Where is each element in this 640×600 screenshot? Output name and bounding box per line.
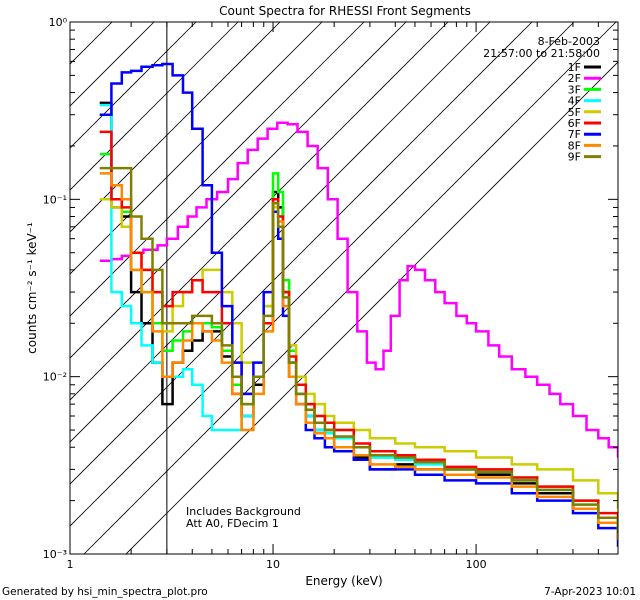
- hatch-line: [70, 22, 575, 527]
- series-line-9F: [99, 166, 618, 534]
- legend-label-6F: 6F: [568, 117, 581, 130]
- x-axis-title: Energy (keV): [305, 574, 382, 588]
- y-tick-label: 10⁻³: [43, 548, 67, 561]
- time-range-label: 21:57:00 to 21:58:00: [483, 47, 600, 60]
- hatch-line: [70, 22, 323, 275]
- hatch-line: [125, 61, 618, 554]
- excluded-energy-region: [70, 22, 618, 554]
- y-axis-title: counts cm⁻² s⁻¹ keV⁻¹: [25, 222, 39, 354]
- plot-frame: [69, 21, 619, 555]
- hatch-line: [70, 22, 491, 443]
- legend-label-3F: 3F: [568, 83, 581, 96]
- series-line-5F: [99, 198, 618, 509]
- legend-label-2F: 2F: [568, 72, 581, 85]
- hatch-line: [70, 22, 113, 65]
- legend-label-5F: 5F: [568, 106, 581, 119]
- series-line-3F: [99, 152, 618, 534]
- legend-label-7F: 7F: [568, 128, 581, 141]
- hatch-line: [70, 22, 197, 149]
- axis-ticks: 1 10 100 10⁰ 10⁻¹ 10⁻² 10⁻³: [43, 16, 619, 571]
- y-tick-label: 10⁰: [49, 16, 68, 29]
- legend-label-8F: 8F: [568, 139, 581, 152]
- footer-generated-by: Generated by hsi_min_spectra_plot.pro: [2, 586, 208, 598]
- legend-label-4F: 4F: [568, 95, 581, 108]
- y-tick-label: 10⁻¹: [43, 193, 67, 206]
- hatch-line: [70, 22, 407, 359]
- hatch-line: [83, 22, 617, 554]
- hatch-line: [70, 22, 365, 317]
- chart-title: Count Spectra for RHESSI Front Segments: [219, 4, 471, 18]
- hatch-line: [70, 22, 239, 191]
- date-label: 8-Feb-2003: [538, 35, 600, 48]
- annotation-attenuator: Att A0, FDecim 1: [186, 517, 279, 530]
- y-tick-label: 10⁻²: [43, 371, 67, 384]
- series-group: [99, 62, 618, 547]
- series-line-2F: [99, 121, 618, 458]
- legend-label-9F: 9F: [568, 151, 581, 164]
- x-tick-label: 1: [67, 558, 74, 571]
- legend-label-1F: 1F: [568, 61, 581, 74]
- hatch-line: [70, 22, 533, 485]
- x-tick-label: 10: [266, 558, 280, 571]
- footer-timestamp: 7-Apr-2023 10:01: [544, 586, 636, 598]
- annotation-background: Includes Background: [186, 505, 301, 518]
- hatch-line: [70, 22, 449, 401]
- x-tick-label: 100: [466, 558, 487, 571]
